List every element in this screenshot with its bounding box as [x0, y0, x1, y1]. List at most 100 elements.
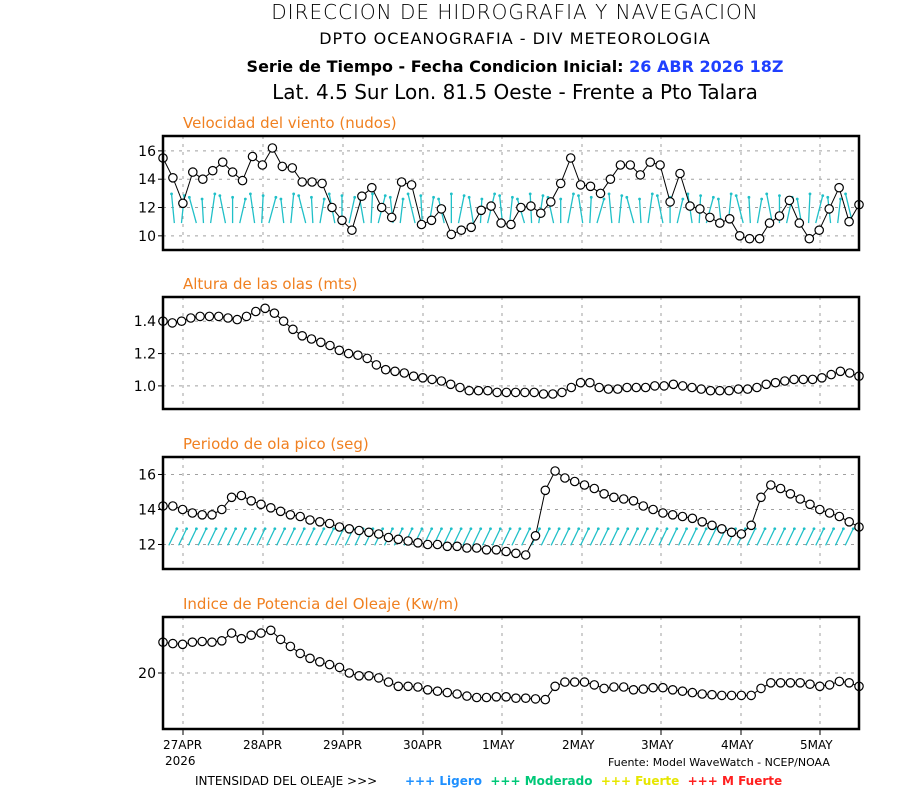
y-tick-label: 10: [138, 229, 156, 245]
arrow-head: [567, 527, 571, 531]
direction-arrow: [246, 528, 256, 546]
arrow-head: [694, 527, 698, 531]
data-point: [213, 311, 224, 322]
data-point: [337, 215, 347, 226]
arrow-head: [467, 195, 471, 199]
data-point: [625, 160, 636, 170]
direction-arrow: [618, 195, 623, 224]
data-point: [746, 520, 756, 531]
arrow-head: [185, 527, 189, 531]
direction-arrow: [648, 528, 658, 546]
data-point: [798, 374, 809, 385]
data-point: [491, 544, 502, 555]
arrow-head: [279, 197, 283, 201]
direction-arrow: [825, 528, 835, 546]
arrow-head: [665, 527, 669, 531]
data-point: [784, 195, 795, 206]
arrow-head: [302, 527, 306, 531]
y-tick-label: 1.4: [134, 314, 156, 330]
arrow-head: [675, 527, 679, 531]
data-point: [635, 170, 646, 180]
arrow-head: [381, 527, 385, 531]
data-point: [380, 364, 391, 375]
data-point: [288, 324, 298, 335]
data-point: [305, 653, 315, 664]
arrow-head: [462, 194, 466, 198]
data-point: [501, 546, 511, 557]
direction-arrow: [280, 198, 285, 224]
data-point: [685, 201, 695, 211]
arrow-head: [244, 527, 247, 531]
data-point: [520, 693, 531, 703]
data-point: [334, 522, 345, 532]
x-tick-label: 5MAY: [800, 738, 833, 752]
data-point: [295, 511, 305, 522]
data-point: [844, 368, 855, 378]
wind-arrows: [170, 192, 854, 224]
x-tick-label: 29APR: [323, 738, 362, 752]
direction-arrow: [334, 528, 345, 546]
data-point: [197, 636, 207, 647]
direction-arrow: [508, 197, 514, 224]
direction-arrow: [207, 528, 217, 546]
panel-4: Indice de Potencia del Oleaje (Kw/m) 20: [138, 595, 864, 731]
direction-arrow: [638, 198, 642, 224]
y-tick-label: 12: [138, 538, 156, 554]
arrow-head: [234, 527, 238, 531]
data-point: [579, 677, 590, 687]
data-point: [168, 173, 178, 183]
data-point: [575, 377, 586, 388]
direction-arrow: [626, 197, 635, 224]
header-series-line: Serie de Tiempo - Fecha Condicion Inicia…: [0, 57, 900, 76]
arrow-head: [802, 527, 806, 531]
data-point: [167, 318, 178, 328]
data-point: [481, 692, 492, 703]
direction-arrow: [178, 528, 188, 546]
arrow-head: [518, 527, 522, 531]
data-point: [422, 539, 433, 550]
data-point: [267, 143, 278, 153]
x-year-label: 2026: [165, 754, 196, 768]
arrow-head: [589, 195, 593, 199]
data-point: [325, 340, 335, 351]
data-point: [707, 689, 717, 700]
data-point: [390, 366, 400, 377]
data-point: [752, 382, 762, 393]
arrow-head: [541, 194, 545, 198]
direction-arrow: [834, 528, 844, 546]
direction-arrow: [619, 528, 629, 546]
data-point: [178, 198, 188, 209]
arrow-head: [430, 527, 434, 531]
data-point: [557, 387, 567, 398]
data-point: [297, 330, 307, 341]
arrow-head: [839, 197, 842, 201]
data-point: [550, 466, 560, 476]
direction-arrow: [227, 528, 237, 546]
data-point: [595, 188, 606, 199]
direction-arrow: [209, 193, 216, 224]
data-point: [844, 216, 854, 227]
direction-arrow: [468, 197, 474, 224]
data-point: [371, 360, 382, 370]
data-point: [824, 680, 835, 690]
data-point: [540, 694, 551, 705]
data-point: [364, 670, 374, 681]
direction-arrow: [236, 528, 247, 546]
data-point: [529, 387, 539, 398]
arrow-head: [283, 527, 287, 531]
data-point: [354, 670, 364, 681]
data-point: [599, 683, 609, 694]
arrow-head: [620, 194, 624, 198]
arrow-head: [340, 194, 344, 198]
data-point: [383, 532, 394, 543]
arrow-head: [371, 192, 374, 196]
arrow-head: [602, 197, 606, 201]
data-point: [631, 382, 642, 393]
data-point: [324, 659, 335, 670]
arrow-head: [480, 197, 484, 201]
data-point: [765, 480, 776, 490]
data-point: [585, 181, 596, 192]
arrow-head: [747, 195, 751, 199]
data-point: [344, 523, 355, 534]
arrow-head: [528, 192, 532, 196]
